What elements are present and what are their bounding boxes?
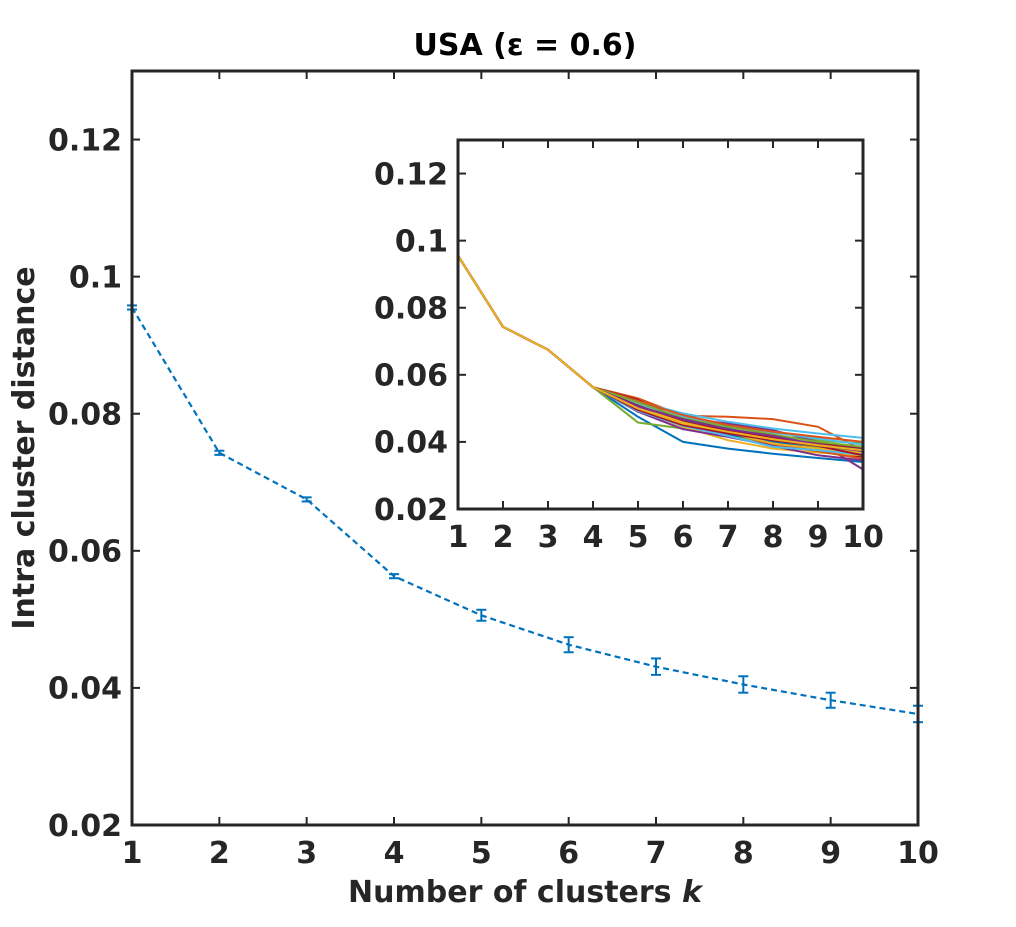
x-axis-label-text: Number of clusters [348,875,682,910]
main-x-tick-label: 1 [122,836,143,871]
main-y-tick-label: 0.04 [48,672,122,707]
error-bar [738,675,749,694]
inset-y-tick-label: 0.12 [374,157,448,192]
main-x-tick-label: 9 [820,836,841,871]
error-bar [214,449,225,456]
error-bar [476,608,487,622]
inset-x-tick-label: 3 [538,520,559,555]
main-x-tick-label: 10 [897,836,939,871]
main-x-tick-label: 8 [733,836,754,871]
inset-x-tick-label: 9 [808,520,829,555]
main-x-tick-label: 3 [296,836,317,871]
inset-y-tick-label: 0.02 [374,493,448,528]
main-x-tick-label: 7 [646,836,667,871]
inset-x-tick-label: 2 [493,520,514,555]
x-axis-label-variable: k [682,875,704,910]
main-y-tick-label: 0.1 [69,260,122,295]
inset-y-tick-label: 0.08 [374,292,448,327]
main-x-tick-label: 6 [558,836,579,871]
main-y-tick-label: 0.06 [48,535,122,570]
inset-x-tick-label: 4 [583,520,604,555]
inset-chart: 1 2 3 4 5 6 7 8 9 10 0.02 0.04 0.06 0.08 0.1 0.12 [374,138,884,555]
chart-title: USA (ε = 0.6) [414,28,637,63]
error-bar [389,573,399,580]
inset-x-tick-label: 8 [763,520,784,555]
error-bar [301,496,312,503]
inset-y-tick-label: 0.06 [374,359,448,394]
inset-series-group [457,255,864,471]
main-x-tick-label: 4 [384,836,405,871]
error-bar [825,691,836,709]
main-x-tick-label: 2 [209,836,230,871]
error-bar [563,636,574,654]
inset-plot-frame [456,138,865,511]
y-axis-label: Intra cluster distance [7,266,42,629]
inset-y-tick-label: 0.04 [374,426,448,461]
inset-x-tick-label: 7 [718,520,739,555]
main-plot-frame [130,69,920,827]
main-x-tick-label: 5 [471,836,492,871]
error-bar [651,657,661,676]
main-axes: 1 2 3 4 5 6 7 8 9 100.020.040.060.080.10.12 [48,71,939,871]
inset-x-tick-label: 6 [673,520,694,555]
inset-x-tick-label: 5 [628,520,649,555]
inset-background [458,140,863,509]
inset-y-tick-label: 0.1 [395,224,448,259]
inset-series-line [457,255,864,452]
x-axis-label: Number of clusters k [348,875,704,910]
inset-x-tick-label: 1 [448,520,469,555]
main-y-tick-label: 0.02 [48,809,122,844]
inset-x-tick-label: 10 [842,520,884,555]
main-y-tick-label: 0.08 [48,398,122,433]
main-y-tick-label: 0.12 [48,123,122,158]
